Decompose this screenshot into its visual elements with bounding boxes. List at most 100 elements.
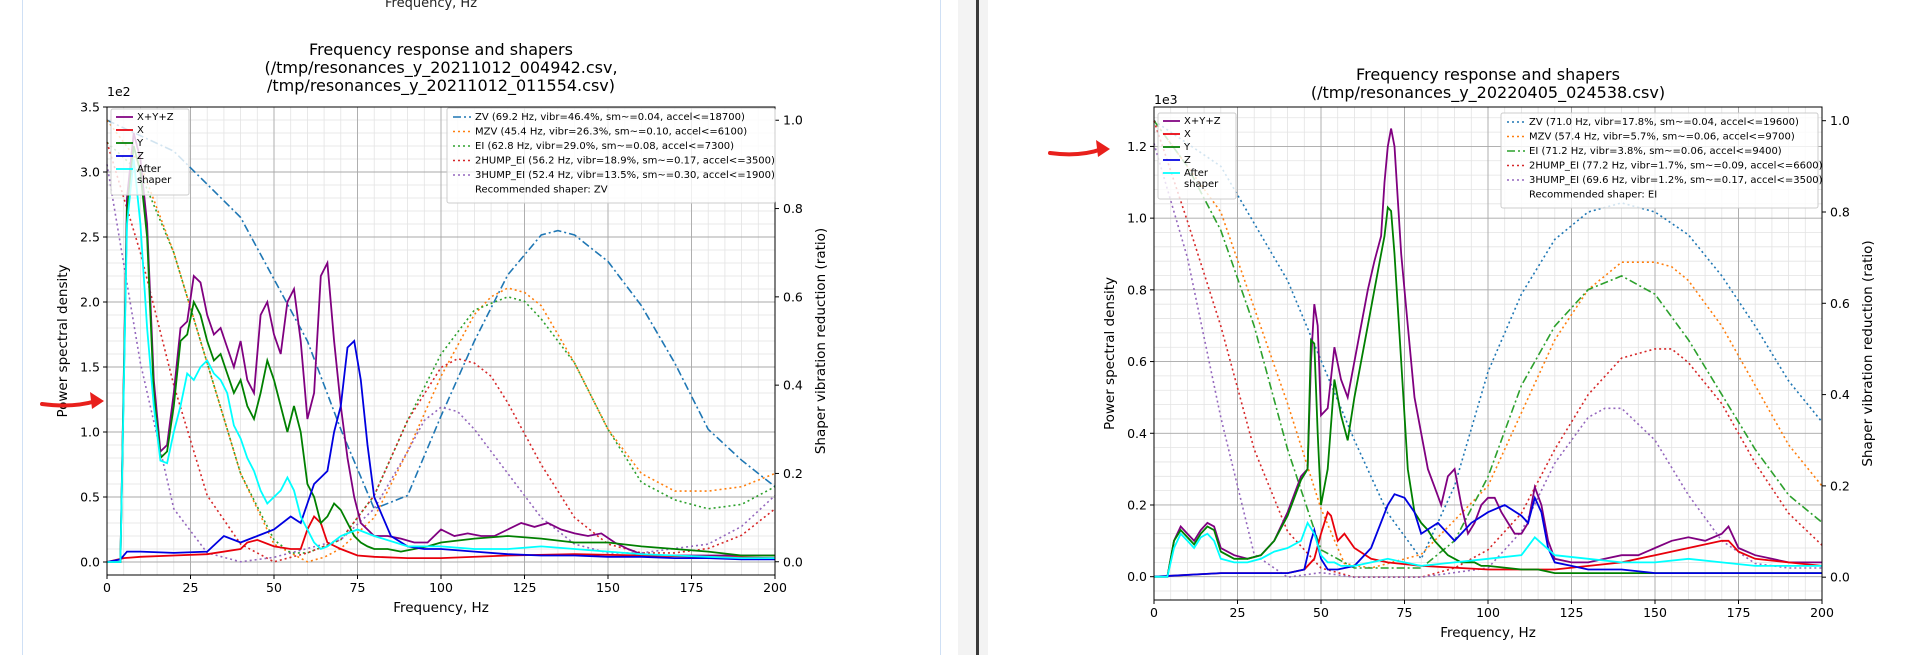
y2-tick-label: 0.2 xyxy=(783,466,803,481)
y-multiplier: 1e2 xyxy=(107,84,131,99)
legend-shaper-label: MZV (57.4 Hz, vibr=5.7%, sm~=0.06, accel… xyxy=(1529,132,1795,143)
legend-psd-label: X+Y+Z xyxy=(1184,116,1221,127)
chart-title-line: Frequency response and shapers xyxy=(309,40,573,59)
shaper-curve-2hump-ei xyxy=(1153,120,1823,578)
psd-curve-y xyxy=(1154,205,1822,578)
shaper-curve-zv xyxy=(106,119,776,510)
y-tick-label: 2.0 xyxy=(80,295,100,310)
legend-psd-label: Y xyxy=(1183,142,1191,153)
psd-curves xyxy=(1153,128,1823,578)
x-tick-label: 150 xyxy=(1643,605,1667,620)
chart-right: 0 25 50 75 100 125 150 175 200 0.0 0.2 0.4 0.6 0.8 1.0… xyxy=(1102,65,1876,641)
x-tick-label: 125 xyxy=(513,580,537,595)
x-axis-label: Frequency, Hz xyxy=(1440,625,1536,641)
x-tick-label: 75 xyxy=(1397,605,1413,620)
y-tick-label: 1.5 xyxy=(80,360,100,375)
y-tick-label: 0.6 xyxy=(1127,354,1147,369)
y2-tick-label: 0.4 xyxy=(1830,387,1850,402)
chart-left: 0 25 50 75 100 125 150 175 200 0.0 0.5 1.0 1.5 2.0 2.5… xyxy=(55,40,829,616)
x-tick-label: 100 xyxy=(1476,605,1500,620)
x-tick-label: 25 xyxy=(1230,605,1246,620)
cut-off-axis-label: Frequency, Hz xyxy=(385,0,478,11)
x-tick-label: 175 xyxy=(680,580,704,595)
splitter[interactable] xyxy=(958,0,988,655)
y2-tick-label: 0.8 xyxy=(783,201,803,216)
chart-title-line: /tmp/resonances_y_20211012_011554.csv) xyxy=(267,76,615,96)
legend-shaper-label: 3HUMP_EI (52.4 Hz, vibr=13.5%, sm~=0.30,… xyxy=(475,170,775,181)
legend-shaper-box xyxy=(446,107,776,204)
recommended-shaper-text: Recommended shaper: ZV xyxy=(475,185,608,196)
x-axis-label: Frequency, Hz xyxy=(393,600,489,616)
x-tick-label: 175 xyxy=(1727,605,1751,620)
x-tick-label: 75 xyxy=(350,580,366,595)
psd-curve-x-y-z xyxy=(107,132,775,563)
legend-shaper-label: 2HUMP_EI (77.2 Hz, vibr=1.7%, sm~=0.09, … xyxy=(1529,161,1823,172)
psd-curve-after-shaper xyxy=(1154,520,1822,578)
shaper-curve-3hump-ei xyxy=(106,164,776,563)
shaper-curve-mzv xyxy=(106,119,776,563)
x-tick-label: 150 xyxy=(596,580,620,595)
y-tick-label: 0.0 xyxy=(1127,569,1147,584)
chart-title-line: (/tmp/resonances_y_20220405_024538.csv) xyxy=(1311,83,1665,103)
chart-title-line: Frequency response and shapers xyxy=(1356,65,1620,84)
x-tick-label: 200 xyxy=(763,580,787,595)
legend-psd-label: X xyxy=(137,125,144,136)
legend-shaper-box xyxy=(1500,112,1819,209)
psd-curve-y xyxy=(107,145,775,563)
shaper-curve-ei xyxy=(1153,120,1823,569)
y2-tick-label: 0.6 xyxy=(783,289,803,304)
legend-psd-label: shaper xyxy=(137,175,172,186)
y-tick-label: 2.5 xyxy=(80,230,100,245)
y-tick-label: 0.2 xyxy=(1127,497,1147,512)
y2-tick-label: 0.2 xyxy=(1830,478,1850,493)
legend-shaper-label: MZV (45.4 Hz, vibr=26.3%, sm~=0.10, acce… xyxy=(475,127,747,138)
y-tick-label: 0.8 xyxy=(1127,282,1147,297)
legend-psd-label: Z xyxy=(1184,155,1191,166)
x-tick-label: 125 xyxy=(1560,605,1584,620)
x-tick-label: 100 xyxy=(429,580,453,595)
y2-tick-label: 1.0 xyxy=(783,113,803,128)
y-tick-label: 1.0 xyxy=(1127,211,1147,226)
y-tick-label: 1.2 xyxy=(1127,139,1147,154)
shaper-curve-2hump-ei xyxy=(106,142,776,563)
shaper-curves xyxy=(106,119,776,563)
y-tick-label: 0.4 xyxy=(1127,426,1147,441)
y2-tick-label: 0.0 xyxy=(1830,570,1850,585)
legend-psd-label: Z xyxy=(137,151,144,162)
legend-psd-label: After xyxy=(1184,168,1209,179)
y-tick-label: 0.5 xyxy=(80,490,100,505)
legend-shaper-label: ZV (71.0 Hz, vibr=17.8%, sm~=0.04, accel… xyxy=(1529,117,1799,128)
x-tick-label: 50 xyxy=(1313,605,1329,620)
legend-psd-label: After xyxy=(137,164,162,175)
legend-shaper-label: 2HUMP_EI (56.2 Hz, vibr=18.9%, sm~=0.17,… xyxy=(475,156,775,167)
splitter-edge xyxy=(976,0,979,655)
y-tick-label: 0.0 xyxy=(80,555,100,570)
chart-title-line: (/tmp/resonances_y_20211012_004942.csv, xyxy=(264,58,617,78)
legend-shaper-label: 3HUMP_EI (69.6 Hz, vibr=1.2%, sm~=0.17, … xyxy=(1529,175,1823,186)
legend-psd-label: Y xyxy=(136,138,144,149)
left-image-panel: Frequency, Hz 0 25 50 75 100 125 150 175 200 0.0 0… xyxy=(22,0,941,655)
legend-shaper-label: ZV (69.2 Hz, vibr=46.4%, sm~=0.04, accel… xyxy=(475,112,745,123)
shaper-curves xyxy=(1153,120,1823,579)
y-tick-label: 3.5 xyxy=(80,100,100,115)
y2-tick-label: 0.8 xyxy=(1830,204,1850,219)
shaper-curve-mzv xyxy=(1153,120,1823,569)
y2-tick-label: 0.0 xyxy=(783,554,803,569)
legend-psd-label: X+Y+Z xyxy=(137,112,174,123)
x-tick-label: 200 xyxy=(1810,605,1834,620)
y-axis-label: Power spectral density xyxy=(1102,277,1118,430)
psd-curve-x xyxy=(1153,510,1823,578)
psd-curve-after-shaper xyxy=(107,158,775,563)
y2-axis-label: Shaper vibration reduction (ratio) xyxy=(1860,240,1876,466)
legend-psd-label: shaper xyxy=(1184,179,1219,190)
shaper-curve-zv xyxy=(1153,120,1823,561)
right-image-panel: 0 25 50 75 100 125 150 175 200 0.0 0.2 0.4 0.6 0.8 1.0… xyxy=(988,0,1914,655)
psd-curve-z xyxy=(1153,493,1822,578)
left-panel-border xyxy=(22,0,23,655)
legend-psd-label: X xyxy=(1184,129,1191,140)
x-tick-label: 50 xyxy=(266,580,282,595)
recommended-shaper-text: Recommended shaper: EI xyxy=(1529,190,1657,201)
y-tick-label: 3.0 xyxy=(80,165,100,180)
y-tick-label: 1.0 xyxy=(80,425,100,440)
psd-curves xyxy=(106,132,776,563)
